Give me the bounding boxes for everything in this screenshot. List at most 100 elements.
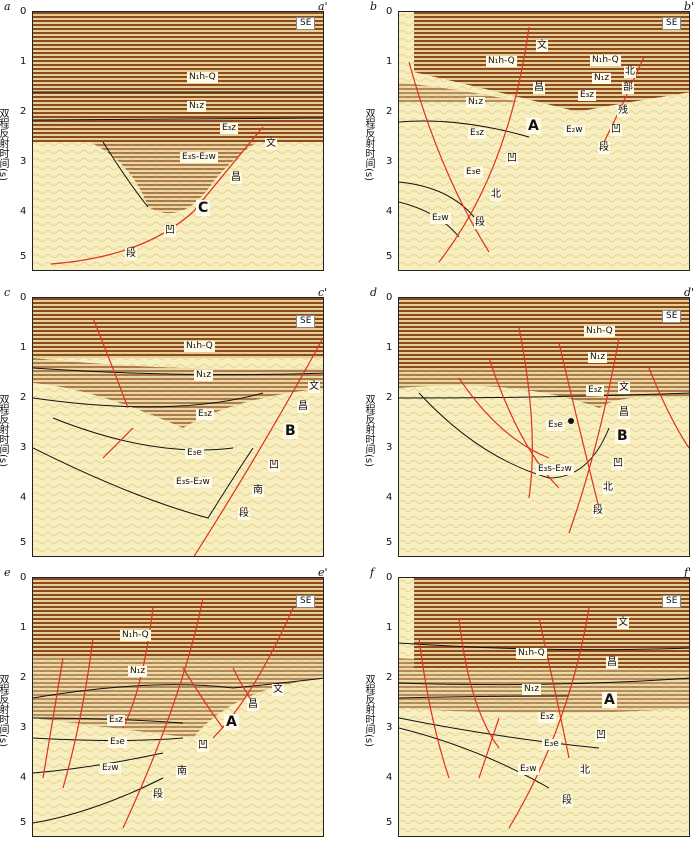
seismic-image (399, 578, 689, 836)
region-label: 昌 (606, 657, 618, 669)
region-label: 凹 (610, 124, 622, 136)
formation-label: N₁z (588, 352, 608, 363)
formation-label: N₁z (466, 97, 486, 108)
direction-label: SE (662, 17, 682, 30)
panel-b: b b' 双程反射时间(s) 0 1 2 3 4 5 SE N₁h-Q N₁z … (363, 0, 700, 283)
region-label: 昌 (618, 407, 630, 419)
y-tick: 5 (386, 251, 393, 262)
panel-label-left: b (370, 0, 378, 13)
formation-label: E₃s-E₂w (180, 152, 218, 163)
direction-label: SE (296, 17, 316, 30)
region-label: 南 (252, 485, 264, 497)
region-label: 段 (592, 505, 604, 517)
region-label: 北 (624, 66, 636, 78)
region-label: 南 (176, 766, 188, 778)
region-label: 文 (618, 382, 630, 394)
region-label: 凹 (197, 740, 209, 752)
formation-label: N₁h-Q (486, 56, 517, 67)
seismic-section (32, 577, 324, 837)
region-label: 段 (125, 248, 137, 260)
y-tick: 1 (386, 56, 393, 67)
region-label: 段 (561, 795, 573, 807)
panel-label-right: d' (684, 286, 695, 299)
y-tick: 3 (20, 722, 27, 733)
y-axis-title: 双程反射时间(s) (0, 108, 8, 182)
formation-label: E₂w (430, 213, 451, 224)
y-tick: 2 (20, 106, 27, 117)
region-label: 段 (598, 142, 610, 154)
zone-label: B (615, 428, 630, 444)
region-label: 残 (617, 105, 629, 117)
direction-label: SE (662, 310, 682, 323)
y-tick: 5 (386, 817, 393, 828)
y-tick: 4 (386, 206, 393, 217)
panel-label-right: f' (684, 566, 692, 579)
y-axis-title: 双程反射时间(s) (0, 394, 8, 468)
panel-label-right: c' (318, 286, 328, 299)
panel-label-right: e' (318, 566, 328, 579)
region-label: 凹 (164, 225, 176, 237)
y-tick: 4 (386, 772, 393, 783)
y-tick: 3 (386, 156, 393, 167)
region-label: 凹 (268, 460, 280, 472)
formation-label: E₃e (542, 739, 561, 750)
y-tick: 1 (20, 56, 27, 67)
y-tick: 1 (386, 622, 393, 633)
seismic-section (32, 11, 324, 271)
y-tick: 2 (20, 392, 27, 403)
direction-label: SE (296, 595, 316, 608)
seismic-image (33, 12, 323, 270)
seismic-image (399, 298, 689, 556)
y-tick: 2 (386, 672, 393, 683)
zone-label: A (526, 118, 541, 134)
y-tick: 1 (386, 342, 393, 353)
region-label: 昌 (297, 401, 309, 413)
formation-label: E₃e (464, 167, 483, 178)
formation-label: E₃e (546, 420, 565, 431)
y-tick: 4 (20, 206, 27, 217)
y-tick: 5 (20, 817, 27, 828)
y-tick: 3 (386, 722, 393, 733)
formation-label: E₃s-E₂w (536, 464, 574, 475)
y-tick: 3 (386, 442, 393, 453)
formation-label: N₁h-Q (120, 630, 151, 641)
formation-label: E₃z (220, 123, 239, 134)
panel-label-right: a' (318, 0, 328, 13)
y-axis-title: 双程反射时间(s) (363, 394, 374, 468)
y-axis-title: 双程反射时间(s) (363, 674, 374, 748)
region-label: 段 (238, 508, 250, 520)
y-tick: 5 (20, 537, 27, 548)
panel-label-left: f (370, 566, 375, 579)
formation-label: N₁h-Q (590, 55, 621, 66)
region-label: 段 (474, 217, 486, 229)
region-label: 部 (622, 82, 634, 94)
y-tick: 3 (20, 442, 27, 453)
y-tick: 0 (20, 572, 27, 583)
formation-label: N₁h-Q (187, 72, 218, 83)
y-tick: 2 (386, 106, 393, 117)
region-label: 北 (602, 482, 614, 494)
y-tick: 5 (20, 251, 27, 262)
panel-label-left: a (4, 0, 11, 13)
seismic-image (33, 578, 323, 836)
region-label: 北 (490, 189, 502, 201)
panel-label-left: c (4, 286, 11, 299)
y-axis-title: 双程反射时间(s) (0, 674, 8, 748)
region-label: 北 (579, 765, 591, 777)
y-tick: 4 (386, 492, 393, 503)
formation-label: N₁z (522, 684, 542, 695)
formation-label: N₁z (187, 101, 207, 112)
y-tick: 0 (20, 292, 27, 303)
formation-label: N₁h-Q (584, 326, 615, 337)
formation-label: N₁z (194, 370, 214, 381)
formation-label: E₃e (185, 448, 204, 459)
formation-label: E₃z (586, 385, 605, 396)
formation-label: E₃z (538, 712, 557, 723)
panel-d: d d' 双程反射时间(s) 0 1 2 3 4 5 SE N₁h-Q N₁z … (363, 286, 700, 569)
y-tick: 0 (386, 6, 393, 17)
region-label: 文 (308, 381, 320, 393)
formation-label: N₁z (592, 73, 612, 84)
zone-label: B (283, 423, 298, 439)
panel-e: e e' 双程反射时间(s) 0 1 2 3 4 5 SE N₁h-Q N₁z … (0, 566, 350, 849)
formation-label: E₂w (564, 125, 585, 136)
